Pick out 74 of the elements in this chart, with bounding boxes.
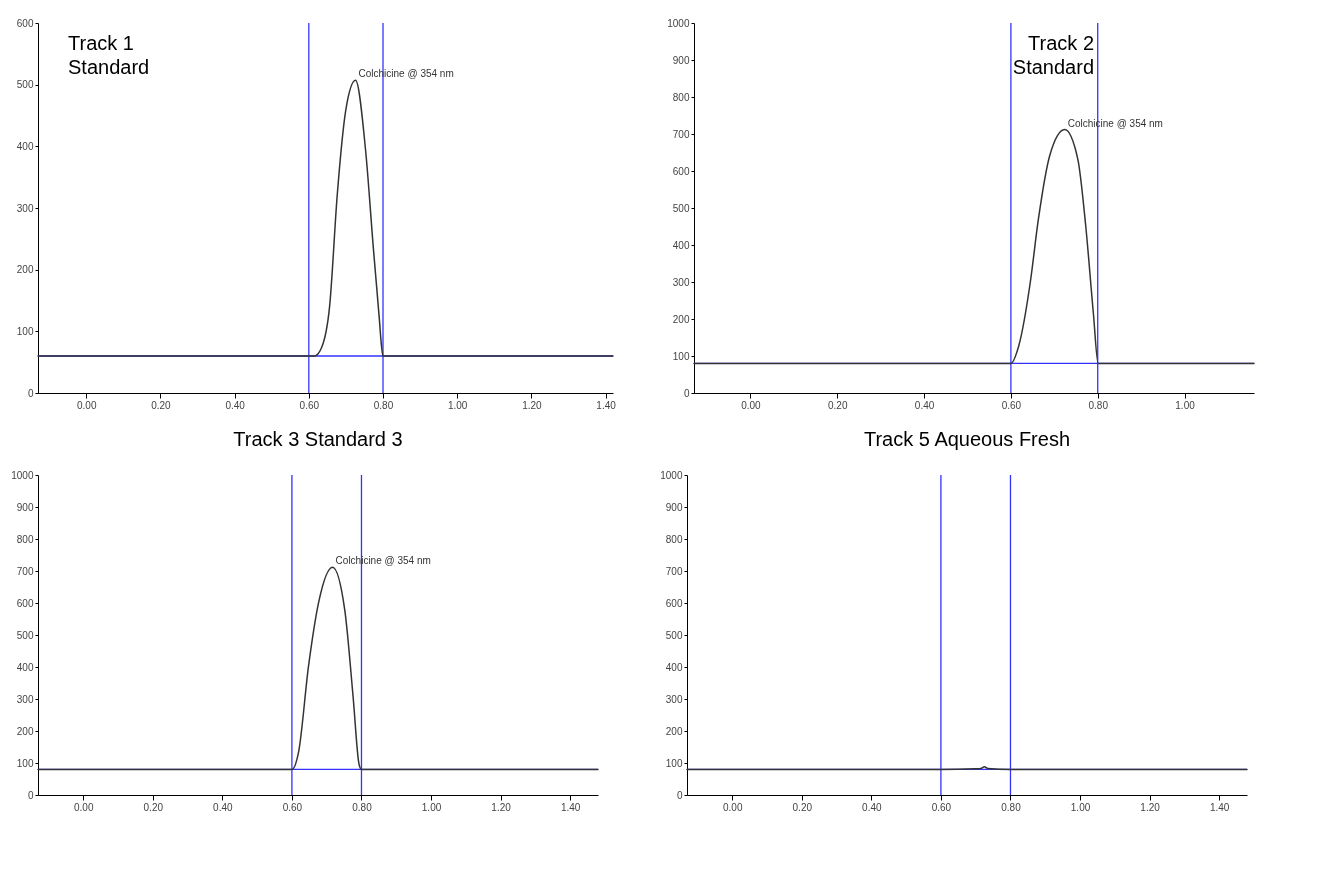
x-tick-label: 1.20 — [1140, 801, 1161, 813]
y-tick-label: 400 — [16, 140, 34, 152]
y-tick-label: 200 — [672, 313, 690, 325]
y-tick-label: 800 — [672, 91, 690, 103]
x-tick-label: 0.20 — [151, 399, 172, 411]
x-tick-label: 1.20 — [491, 801, 512, 813]
y-tick-label: 300 — [16, 202, 34, 214]
y-tick-label: 100 — [16, 325, 34, 337]
x-tick-label: 0.60 — [299, 399, 320, 411]
x-tick-label: 0.60 — [931, 801, 952, 813]
y-tick-label: 400 — [672, 239, 690, 251]
y-tick-label: 500 — [16, 79, 34, 91]
y-tick-label: 200 — [16, 725, 34, 737]
x-tick-label: 0.80 — [1001, 801, 1022, 813]
x-tick-label: 0.20 — [143, 801, 164, 813]
x-tick-label: 0.40 — [862, 801, 883, 813]
x-tick-label: 0.60 — [282, 801, 303, 813]
y-tick-label: 0 — [683, 387, 690, 399]
x-tick-label: 1.00 — [1175, 399, 1196, 411]
y-tick-label: 600 — [665, 597, 683, 609]
y-tick-label: 300 — [665, 693, 683, 705]
x-tick-label: 0.20 — [828, 399, 848, 411]
y-tick-label: 700 — [16, 565, 34, 577]
x-tick-label: 1.20 — [522, 399, 543, 411]
x-tick-label: 1.40 — [596, 399, 617, 411]
chart-title: Track 5 Aqueous Fresh — [863, 428, 1071, 450]
y-tick-label: 800 — [665, 533, 683, 545]
x-tick-label: 1.00 — [421, 801, 442, 813]
y-tick-label: 1000 — [667, 17, 690, 29]
text: Track 2 Standard — [1012, 32, 1094, 78]
x-tick-label: 1.00 — [1070, 801, 1091, 813]
y-tick-label: 200 — [16, 264, 34, 276]
y-tick-label: 500 — [672, 202, 690, 214]
y-tick-label: 700 — [665, 565, 683, 577]
x-tick-label: 0.00 — [76, 399, 97, 411]
x-tick-label: 0.80 — [373, 399, 394, 411]
y-tick-label: 200 — [665, 725, 683, 737]
chart-title: Track 3 Standard 3 — [233, 428, 403, 450]
y-tick-label: 0 — [676, 789, 683, 801]
y-tick-label: 0 — [27, 387, 34, 399]
x-tick-label: 0.00 — [73, 801, 94, 813]
y-tick-label: 100 — [16, 757, 34, 769]
y-tick-label: 800 — [16, 533, 34, 545]
x-tick-label: 0.80 — [1088, 399, 1109, 411]
y-tick-label: 300 — [16, 693, 34, 705]
y-tick-label: 1000 — [660, 469, 683, 481]
x-tick-label: 0.00 — [741, 399, 762, 411]
y-tick-label: 700 — [672, 128, 690, 140]
x-tick-label: 0.40 — [213, 801, 234, 813]
y-tick-label: 600 — [16, 17, 34, 29]
x-tick-label: 1.00 — [447, 399, 468, 411]
y-tick-label: 1000 — [11, 469, 34, 481]
x-tick-label: 0.40 — [225, 399, 246, 411]
text: Track 1 Standard — [68, 32, 150, 78]
y-tick-label: 0 — [27, 789, 34, 801]
x-tick-label: 0.80 — [352, 801, 373, 813]
x-tick-label: 0.60 — [1001, 399, 1022, 411]
y-tick-label: 500 — [16, 629, 34, 641]
x-tick-label: 0.20 — [792, 801, 813, 813]
y-tick-label: 100 — [672, 350, 690, 362]
x-tick-label: 0.00 — [722, 801, 743, 813]
y-tick-label: 400 — [16, 661, 34, 673]
y-tick-label: 300 — [672, 276, 690, 288]
y-tick-label: 600 — [672, 165, 690, 177]
y-tick-label: 600 — [16, 597, 34, 609]
y-tick-label: 100 — [665, 757, 683, 769]
x-tick-label: 1.40 — [560, 801, 581, 813]
y-tick-label: 900 — [16, 501, 34, 513]
x-tick-label: 0.40 — [914, 399, 935, 411]
y-tick-label: 400 — [665, 661, 683, 673]
y-tick-label: 900 — [665, 501, 683, 513]
x-tick-label: 1.40 — [1209, 801, 1230, 813]
y-tick-label: 500 — [665, 629, 683, 641]
y-tick-label: 900 — [672, 54, 690, 66]
